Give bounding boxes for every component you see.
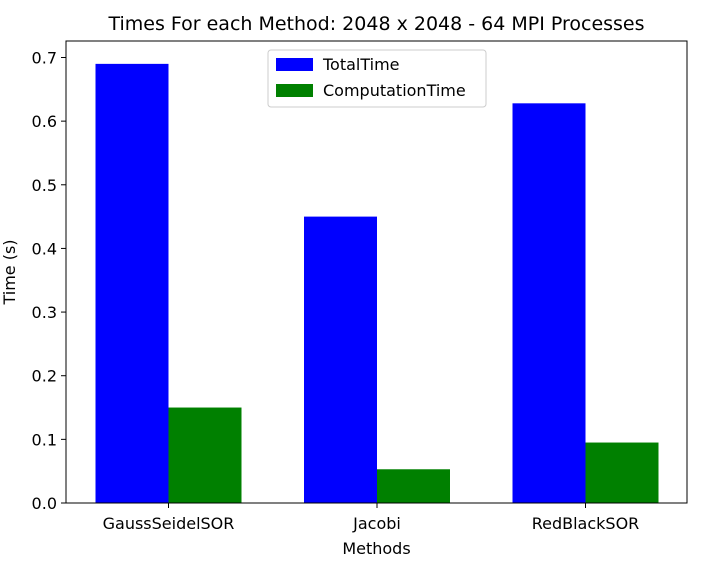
bars-layer <box>95 63 659 503</box>
legend-box <box>267 49 487 108</box>
bar-computationtime-jacobi <box>377 469 450 503</box>
bar-totaltime-jacobi <box>304 216 377 503</box>
y-tick-label: 0.7 <box>32 49 57 68</box>
legend-label-totaltime: TotalTime <box>322 55 400 74</box>
chart-title: Times For each Method: 2048 x 2048 - 64 … <box>107 13 644 35</box>
y-tick-label: 0.0 <box>32 494 57 513</box>
bar-computationtime-gaussseidelsor <box>168 407 242 503</box>
x-tick-label: RedBlackSOR <box>532 514 640 533</box>
y-tick-label: 0.2 <box>32 367 57 386</box>
bar-totaltime-redblacksor <box>512 103 586 503</box>
x-tick-label: GaussSeidelSOR <box>103 514 235 533</box>
y-tick-label: 0.5 <box>32 176 57 195</box>
x-tick-label: Jacobi <box>352 514 401 533</box>
y-tick-label: 0.3 <box>32 303 57 322</box>
x-axis-label: Methods <box>342 539 410 558</box>
legend: TotalTime ComputationTime <box>267 49 487 108</box>
y-tick-label: 0.6 <box>32 112 57 131</box>
legend-label-computationtime: ComputationTime <box>323 81 466 100</box>
y-axis-label: Time (s) <box>0 239 19 305</box>
y-tick-label: 0.1 <box>32 430 57 449</box>
y-tick-label: 0.4 <box>32 239 57 258</box>
bar-totaltime-gaussseidelsor <box>95 63 169 503</box>
bar-computationtime-redblacksor <box>585 442 659 503</box>
axes-layer: 0.0 0.1 0.2 0.3 0.4 0.5 0.6 0.7 GaussSeidelSOR Ja… <box>32 40 688 533</box>
legend-swatch-totaltime <box>276 58 313 71</box>
legend-swatch-computationtime <box>276 84 313 97</box>
